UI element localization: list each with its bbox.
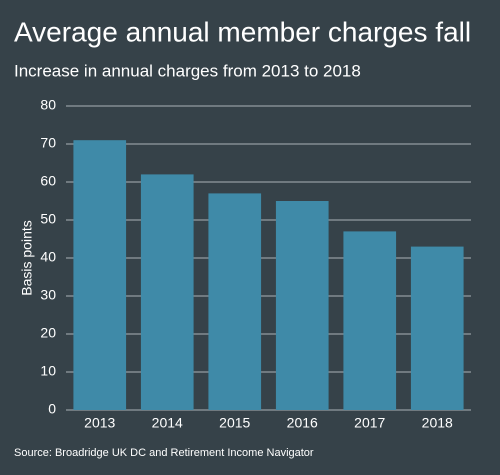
bar [410,246,464,410]
y-tick-label: 70 [40,135,56,151]
bar [275,201,329,410]
bar [73,140,127,410]
chart-subtitle: Increase in annual charges from 2013 to … [14,61,361,80]
y-tick-label: 10 [40,363,56,379]
x-tick-label: 2016 [287,415,318,431]
x-tick-label: 2018 [422,415,453,431]
x-tick-label: 2013 [84,415,115,431]
chart-title: Average annual member charges fall [14,16,471,47]
y-axis-label: Basis points [19,220,35,295]
x-tick-label: 2014 [152,415,183,431]
source: Source: Broadridge UK DC and Retirement … [14,447,314,459]
y-tick-label: 0 [48,401,56,417]
bar [140,174,194,410]
y-tick-label: 80 [40,97,56,113]
y-tick-label: 40 [40,249,56,265]
x-tick-label: 2017 [354,415,385,431]
y-tick-label: 30 [40,287,56,303]
bar [343,231,397,410]
y-tick-label: 60 [40,173,56,189]
y-tick-label: 50 [40,211,56,227]
y-tick-label: 20 [40,325,56,341]
bar [208,193,262,410]
x-tick-label: 2015 [219,415,250,431]
